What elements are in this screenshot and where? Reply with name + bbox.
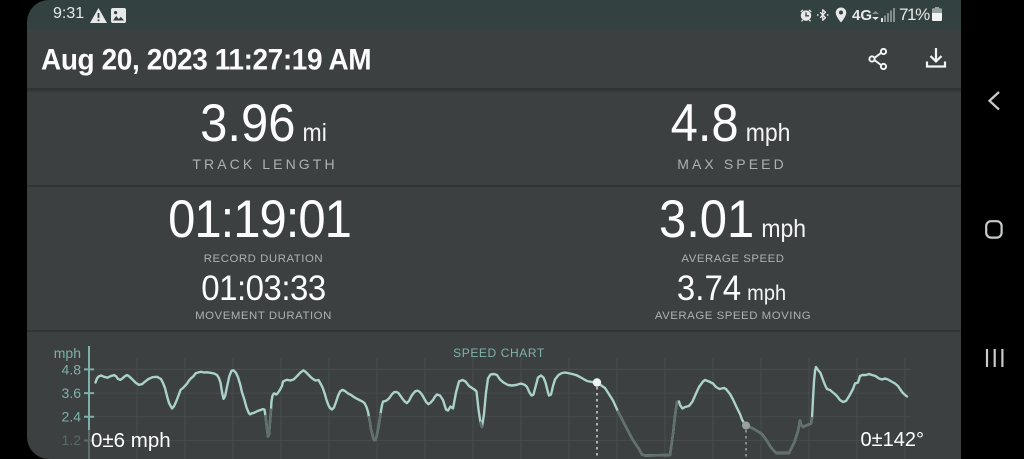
svg-text:1.2: 1.2 — [62, 432, 82, 448]
svg-text:3.6: 3.6 — [62, 385, 82, 401]
svg-text:4.8: 4.8 — [62, 362, 82, 378]
svg-text:2.4: 2.4 — [62, 409, 82, 425]
svg-text:mph: mph — [54, 345, 81, 361]
